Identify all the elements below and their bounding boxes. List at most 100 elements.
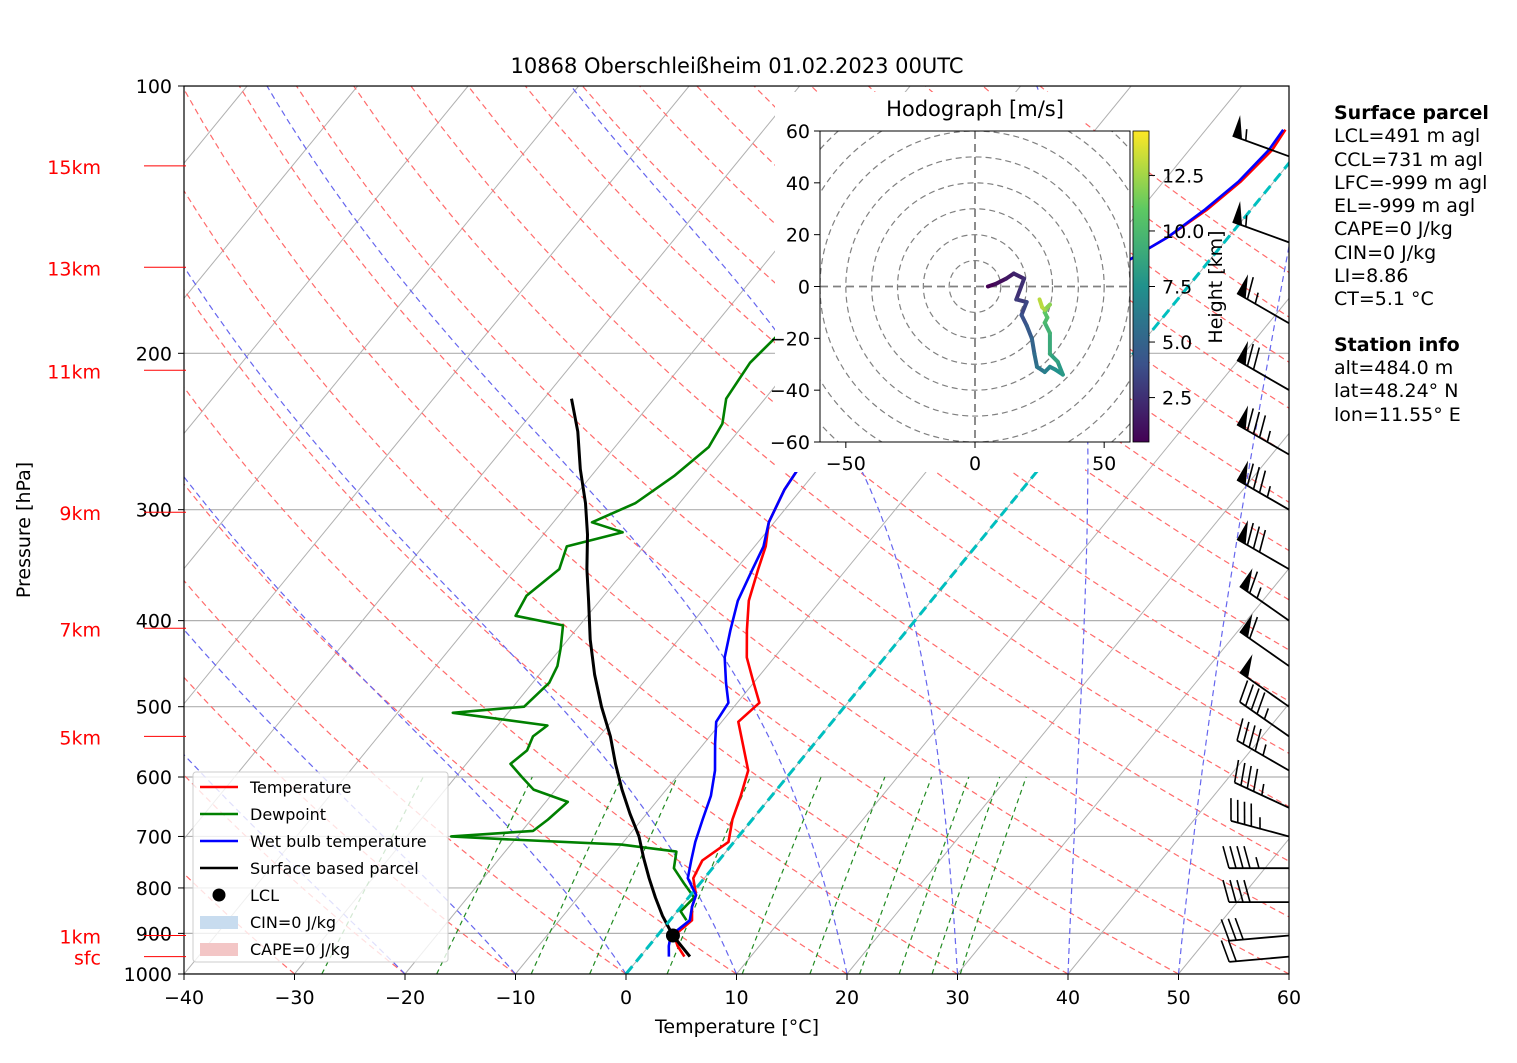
wind-barb <box>1237 405 1289 454</box>
colorbar-tick-label: 7.5 <box>1162 277 1192 299</box>
wind-barb <box>1237 341 1289 390</box>
legend-label: CAPE=0 J/kg <box>250 940 350 959</box>
height-label: 13km <box>47 258 101 280</box>
height-label: 7km <box>59 619 101 641</box>
x-axis-label: Temperature [°C] <box>654 1016 819 1038</box>
hodograph-y-tick-label: 20 <box>786 225 810 247</box>
surface-line-lcl: LCL=491 m agl <box>1334 125 1489 148</box>
station-line-lat: lat=48.24° N <box>1334 380 1489 403</box>
chart-title: 10868 Oberschleißheim 01.02.2023 00UTC <box>511 54 964 78</box>
y-tick-label: 300 <box>136 500 172 522</box>
legend-swatch <box>200 916 238 929</box>
hodograph-y-tick-label: 60 <box>786 121 810 143</box>
colorbar-label: Height [km] <box>1205 230 1227 343</box>
surface-line-cin: CIN=0 J/kg <box>1334 242 1489 265</box>
y-tick-label: 1000 <box>124 964 172 986</box>
colorbar-tick-label: 12.5 <box>1162 165 1204 187</box>
surface-line-el: EL=-999 m agl <box>1334 195 1489 218</box>
height-label: 9km <box>59 503 101 525</box>
y-tick-label: 700 <box>136 826 172 848</box>
wind-barb <box>1235 760 1289 808</box>
hodograph-y-tick-label: 0 <box>798 277 810 299</box>
hodograph-y-tick-label: −20 <box>770 328 810 350</box>
legend-label: LCL <box>250 886 279 905</box>
surface-parcel-title: Surface parcel <box>1334 102 1489 125</box>
wind-barb <box>1240 614 1289 666</box>
x-tick-label: 20 <box>835 987 859 1009</box>
x-tick-label: 10 <box>724 987 748 1009</box>
wind-barbs <box>1221 115 1289 962</box>
hodograph-y-tick-label: −40 <box>770 380 810 402</box>
y-tick-label: 900 <box>136 923 172 945</box>
y-tick-label: 800 <box>136 878 172 900</box>
height-label: 11km <box>47 361 101 383</box>
wind-barb <box>1237 461 1289 510</box>
mixing-ratio-line <box>742 777 821 974</box>
surface-line-cape: CAPE=0 J/kg <box>1334 218 1489 241</box>
y-tick-label: 100 <box>136 76 172 98</box>
station-line-alt: alt=484.0 m <box>1334 357 1489 380</box>
hodograph-title: Hodograph [m/s] <box>886 97 1064 121</box>
hodograph-y-tick-label: −60 <box>770 432 810 454</box>
station-info-title: Station info <box>1334 334 1489 357</box>
hodograph-segment <box>1040 299 1043 307</box>
colorbar-ticks: 2.55.07.510.012.5 <box>1149 165 1204 409</box>
surface-line-ct: CT=5.1 °C <box>1334 288 1489 311</box>
mixing-ratio-line <box>437 777 533 974</box>
mixing-ratio-line <box>590 777 678 974</box>
y-tick-label: 400 <box>136 611 172 633</box>
series-surface-based-parcel <box>572 399 690 957</box>
surface-line-lfc: LFC=-999 m agl <box>1334 172 1489 195</box>
wind-barb <box>1237 274 1289 323</box>
wind-barb <box>1223 846 1289 868</box>
wind-barb <box>1221 918 1289 941</box>
y-tick-label: 600 <box>136 767 172 789</box>
info-panel: Surface parcel LCL=491 m agl CCL=731 m a… <box>1334 102 1489 427</box>
x-tick-label: 50 <box>1166 987 1190 1009</box>
hodograph-x-tick-label: −50 <box>826 453 866 475</box>
mixing-ratio-line <box>932 777 1000 974</box>
mixing-ratio-line <box>960 777 1026 974</box>
hodograph-x-tick-label: 0 <box>969 453 981 475</box>
legend-label: Dewpoint <box>250 805 326 824</box>
surface-line-li: LI=8.86 <box>1334 265 1489 288</box>
y-tick-label: 500 <box>136 697 172 719</box>
height-label: 15km <box>47 157 101 179</box>
x-tick-label: 60 <box>1277 987 1301 1009</box>
legend-label: Wet bulb temperature <box>250 832 427 851</box>
height-label: 1km <box>59 927 101 949</box>
lcl-point <box>666 929 680 943</box>
surface-line-ccl: CCL=731 m agl <box>1334 149 1489 172</box>
legend-label: Temperature <box>249 778 351 797</box>
x-tick-label: −30 <box>274 987 314 1009</box>
y-axis-label: Pressure [hPa] <box>13 462 35 598</box>
y-axis-ticks: 100 200 300 400 500 600 700 800 900 1000 <box>124 76 184 986</box>
x-tick-label: 0 <box>620 987 632 1009</box>
colorbar-tick-label: 5.0 <box>1162 332 1192 354</box>
moist-adiabat <box>1179 86 1319 974</box>
hodograph-x-tick-label: 50 <box>1092 453 1116 475</box>
legend-label: CIN=0 J/kg <box>250 913 336 932</box>
wind-barb <box>1233 201 1289 242</box>
x-axis-ticks: −40 −30 −20 −10 0 10 20 30 40 50 60 <box>164 974 1301 1009</box>
hodograph-segment <box>1032 338 1035 354</box>
x-tick-label: 30 <box>945 987 969 1009</box>
wind-barb <box>1237 520 1289 569</box>
x-tick-label: −10 <box>495 987 535 1009</box>
wind-barb <box>1240 568 1289 620</box>
height-label: 5km <box>59 727 101 749</box>
x-tick-label: 40 <box>1056 987 1080 1009</box>
mixing-ratio-line <box>531 777 622 974</box>
legend-swatch <box>200 943 238 956</box>
mixing-ratio-line <box>860 777 932 974</box>
height-label: sfc <box>74 948 101 970</box>
colorbar-tick-label: 2.5 <box>1162 388 1192 410</box>
legend: Temperature Dewpoint Wet bulb temperature S… <box>193 772 448 962</box>
legend-label: Surface based parcel <box>250 859 419 878</box>
x-tick-label: −40 <box>164 987 204 1009</box>
legend-swatch <box>213 889 226 902</box>
x-tick-label: −20 <box>385 987 425 1009</box>
y-tick-label: 200 <box>136 343 172 365</box>
